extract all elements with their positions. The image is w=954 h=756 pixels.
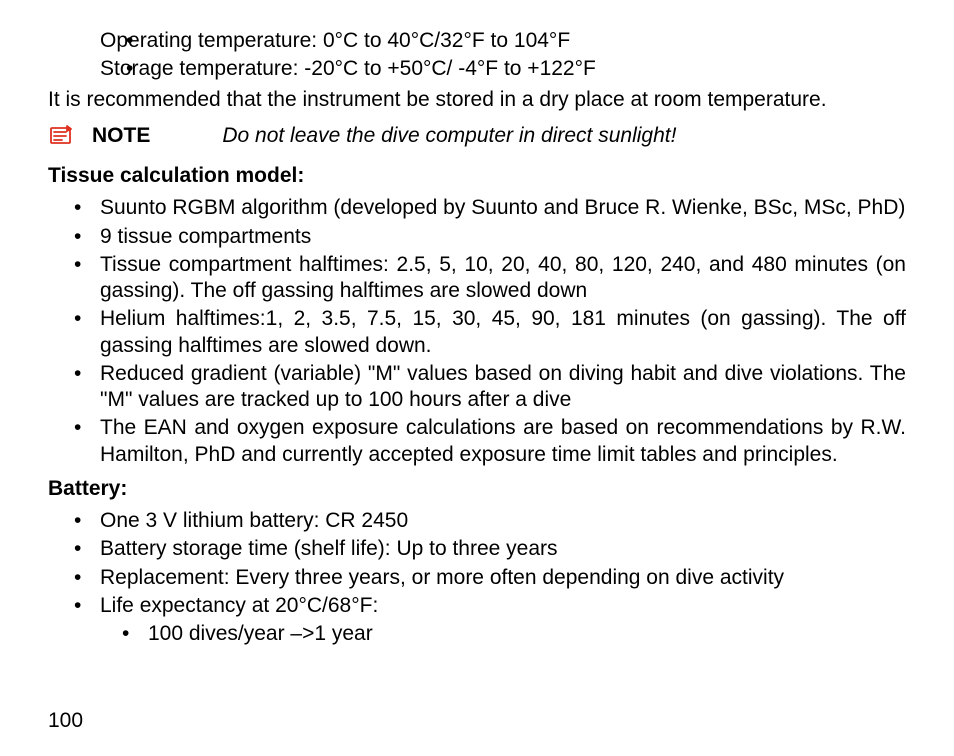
note-callout: NOTE Do not leave the dive computer in d… [48,123,906,149]
list-item: Replacement: Every three years, or more … [100,565,906,591]
storage-recommendation: It is recommended that the instrument be… [48,87,906,113]
list-item: Operating temperature: 0°C to 40°C/32°F … [100,28,906,54]
list-item: One 3 V lithium battery: CR 2450 [100,508,906,534]
note-text: Do not leave the dive computer in direct… [222,123,676,149]
list-item: The EAN and oxygen exposure calculations… [100,415,906,468]
list-item: Battery storage time (shelf life): Up to… [100,536,906,562]
list-item: Suunto RGBM algorithm (developed by Suun… [100,195,906,221]
life-expectancy-list: 100 dives/year –>1 year [100,621,906,647]
temperature-list: Operating temperature: 0°C to 40°C/32°F … [48,28,906,83]
tissue-heading: Tissue calculation model: [48,163,906,189]
battery-heading: Battery: [48,476,906,502]
note-icon [48,125,74,147]
tissue-list: Suunto RGBM algorithm (developed by Suun… [48,195,906,468]
list-item: 9 tissue compartments [100,224,906,250]
note-label: NOTE [92,123,150,149]
battery-list: One 3 V lithium battery: CR 2450 Battery… [48,508,906,647]
page-number: 100 [48,708,83,734]
list-item: 100 dives/year –>1 year [148,621,906,647]
list-item-text: Life expectancy at 20°C/68°F: [100,594,378,617]
list-item: Reduced gradient (variable) "M" values b… [100,361,906,414]
list-item: Helium halftimes:1, 2, 3.5, 7.5, 15, 30,… [100,306,906,359]
list-item: Tissue compartment halftimes: 2.5, 5, 10… [100,252,906,305]
list-item: Life expectancy at 20°C/68°F: 100 dives/… [100,593,906,648]
list-item: Storage temperature: -20°C to +50°C/ -4°… [100,56,906,82]
